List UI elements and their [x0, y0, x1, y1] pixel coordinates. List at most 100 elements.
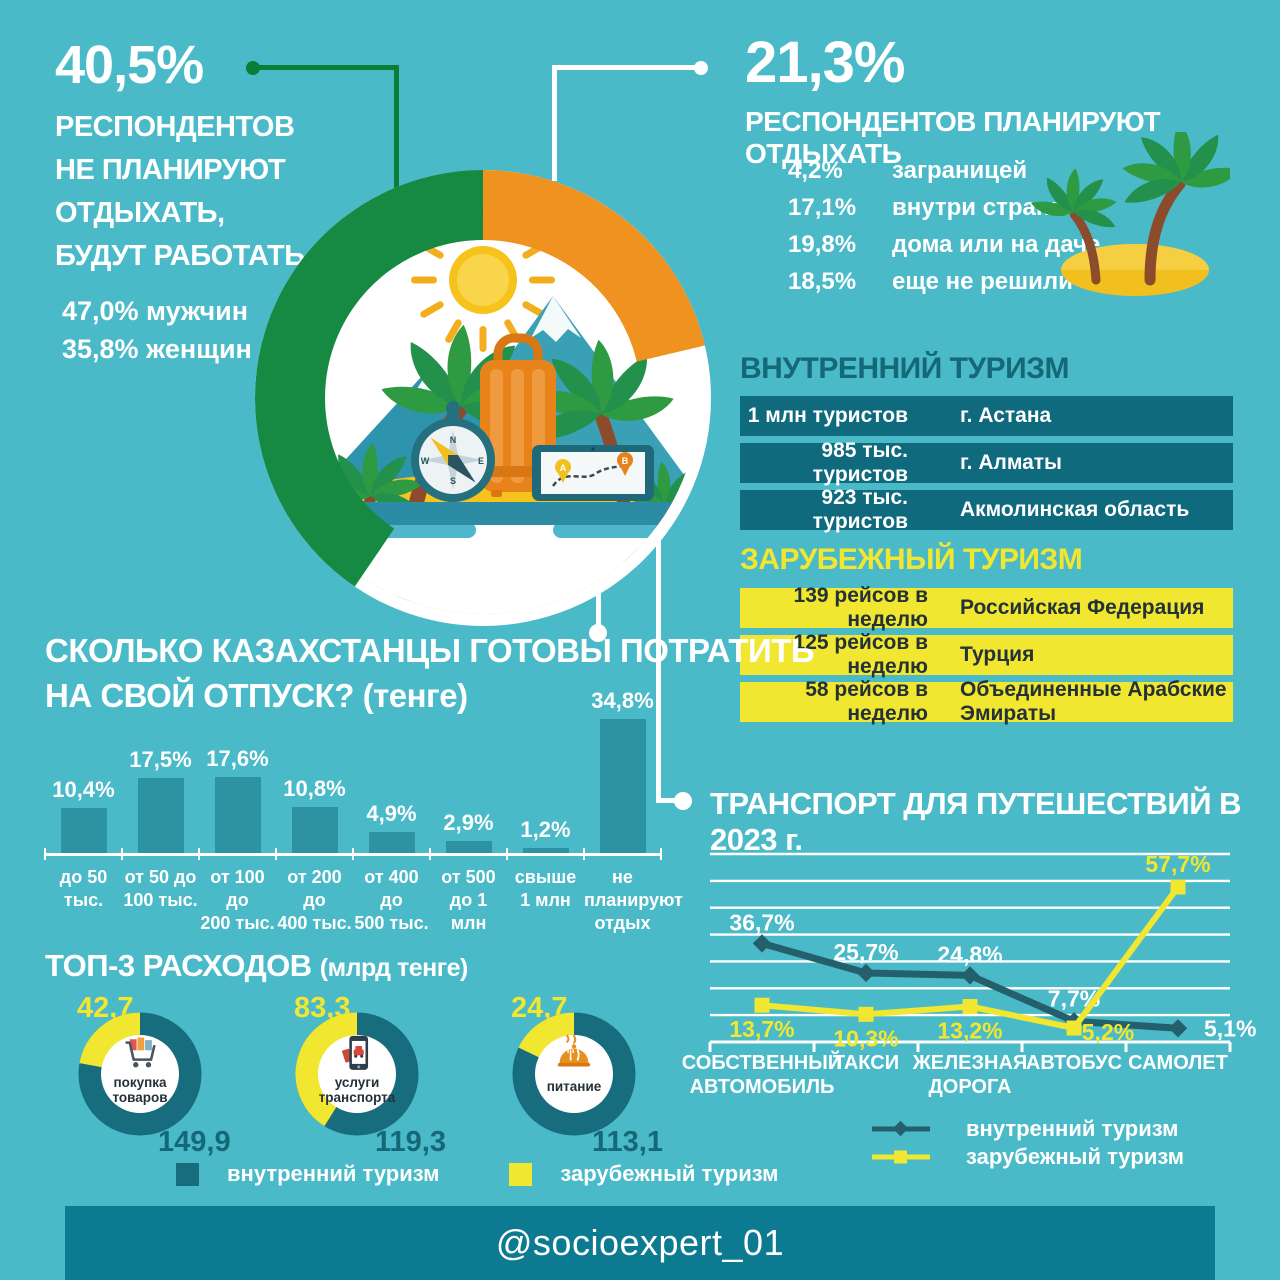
connector-dot: [694, 61, 708, 75]
footer-bar: @socioexpert_01: [65, 1206, 1215, 1280]
bar-category-label: от 500до 1 млн: [430, 866, 507, 935]
table-row: 985 тыс. туристовг. Алматы: [740, 443, 1233, 483]
table-value: 923 тыс. туристов: [740, 486, 908, 534]
table-value: 1 млн туристов: [740, 404, 908, 428]
donut-figure: 83,3услугитранспорта119,3: [252, 992, 462, 1177]
connector-line: [552, 65, 698, 70]
svg-text:A: A: [560, 463, 567, 473]
bar-category-label: свыше1 млн: [507, 866, 584, 935]
donut-domestic-value: 119,3: [375, 1126, 446, 1159]
table-label: г. Алматы: [908, 451, 1062, 475]
donut-label: товаров: [112, 1090, 167, 1105]
table-row: 923 тыс. туристовАкмолинская область: [740, 490, 1233, 530]
bar-slot: 2,9%: [430, 688, 507, 853]
donut-label: питание: [547, 1079, 602, 1094]
table-label: г. Астана: [908, 404, 1051, 428]
donut-chart: услугитранспорта: [292, 1009, 422, 1139]
bar-chart-categories: до 50 тыс.от 50 до100 тыс.от 100 до200 т…: [45, 866, 661, 935]
bar-category-label: до 50 тыс.: [45, 866, 122, 935]
top3-title-suffix: (млрд тенге): [320, 954, 468, 982]
bar-slot: 10,8%: [276, 688, 353, 853]
point-value-label: 24,8%: [937, 941, 1002, 967]
table-label: Российская Федерация: [928, 596, 1204, 620]
spending-chart-title-line1: СКОЛЬКО КАЗАХСТАНЦЫ ГОТОВЫ ПОТРАТИТЬ: [45, 628, 814, 673]
category-label: ЖЕЛЕЗНАЯ: [912, 1052, 1028, 1074]
domestic-tourism-title: ВНУТРЕННИЙ ТУРИЗМ: [740, 352, 1069, 386]
bar-value-label: 1,2%: [520, 817, 570, 843]
diamond-legend-marker: [872, 1121, 930, 1137]
legend-item: зарубежный туризм: [872, 1144, 1184, 1170]
donut-chart: покупкатоваров: [75, 1009, 205, 1139]
bar-value-label: 34,8%: [591, 688, 653, 714]
donut-label: покупка: [113, 1075, 167, 1090]
legend-label: внутренний туризм: [966, 1116, 1178, 1142]
bar-value-label: 10,8%: [283, 776, 345, 802]
transport-legend: внутренний туризмзарубежный туризм: [872, 1116, 1184, 1172]
bar-slot: 1,2%: [507, 688, 584, 853]
sun-ray: [411, 277, 437, 284]
table-value: 139 рейсов в неделю: [740, 584, 928, 632]
category-label: АВТОБУС: [1026, 1052, 1122, 1074]
diamond-marker: [753, 934, 771, 952]
table-row: 139 рейсов в неделюРоссийская Федерация: [740, 588, 1233, 628]
palm-crown: [1121, 132, 1230, 213]
diamond-marker: [1169, 1019, 1187, 1037]
point-value-label: 25,7%: [833, 939, 898, 965]
bar: [138, 778, 184, 853]
stat-vacation: 21,3%: [745, 34, 904, 92]
connector-line: [252, 65, 398, 70]
svg-text:E: E: [478, 456, 484, 466]
bar-slot: 34,8%: [584, 688, 661, 853]
category-label: СОБСТВЕННЫЙ: [682, 1050, 842, 1074]
bar-value-label: 4,9%: [366, 801, 416, 827]
legend-item: зарубежный туризм: [509, 1161, 778, 1187]
bar-slot: 17,5%: [122, 688, 199, 853]
svg-text:B: B: [622, 456, 629, 466]
bar: [292, 807, 338, 853]
bar-slot: 4,9%: [353, 688, 430, 853]
vacation-plan-pct: 19,8%: [788, 226, 892, 263]
square-marker: [755, 998, 770, 1013]
table-label: Турция: [928, 643, 1034, 667]
stat-women: 35,8% женщин: [62, 330, 252, 368]
legend-item: внутренний туризм: [176, 1161, 439, 1187]
bar-slot: 10,4%: [45, 688, 122, 853]
point-value-label: 5,1%: [1204, 1015, 1256, 1041]
axis-tick: [506, 848, 508, 860]
bar-slot: 17,6%: [199, 688, 276, 853]
point-value-label: 57,7%: [1145, 851, 1210, 877]
map-tablet-icon: A B: [532, 445, 654, 501]
category-label: ДОРОГА: [929, 1076, 1012, 1098]
vacation-illustration: N S W E A B: [253, 168, 713, 628]
point-value-label: 36,7%: [729, 909, 794, 935]
footer-handle: @socioexpert_01: [496, 1222, 784, 1264]
bar-category-label: от 50 до100 тыс.: [122, 866, 199, 935]
transport-chart: СОБСТВЕННЫЙАВТОМОБИЛЬТАКСИЖЕЛЕЗНАЯДОРОГА…: [710, 840, 1270, 1130]
top3-title: ТОП-3 РАСХОДОВ (млрд тенге): [45, 948, 468, 984]
axis-tick: [44, 848, 46, 860]
axis-tick: [198, 848, 200, 860]
square-marker: [1171, 880, 1186, 895]
bar-category-label: от 100 до200 тыс.: [199, 866, 276, 935]
axis-tick: [429, 848, 431, 860]
bar-value-label: 10,4%: [52, 777, 114, 803]
bar: [369, 832, 415, 853]
donut-figure: 24,7питание113,1: [469, 992, 679, 1177]
diamond-marker: [857, 964, 875, 982]
connector-line: [552, 65, 557, 181]
palm-island-icon: [1030, 132, 1230, 297]
vacation-plan-pct: 17,1%: [788, 189, 892, 226]
category-label: АВТОМОБИЛЬ: [690, 1076, 835, 1098]
bar-chart-axis: [45, 853, 661, 856]
bar-category-label: не планируютотдых: [584, 866, 661, 935]
legend-item: внутренний туризм: [872, 1116, 1184, 1142]
infographic-canvas: 40,5% РЕСПОНДЕНТОВ НЕ ПЛАНИРУЮТ ОТДЫХАТЬ…: [0, 0, 1280, 1280]
bar-value-label: 17,5%: [129, 747, 191, 773]
axis-tick: [583, 848, 585, 860]
point-value-label: 5,2%: [1082, 1019, 1134, 1045]
bar: [600, 719, 646, 853]
domestic-tourism-table: 1 млн туристовг. Астана 985 тыс. туристов…: [740, 396, 1233, 537]
svg-text:W: W: [421, 456, 430, 466]
svg-text:N: N: [450, 435, 457, 445]
legend-swatch: [176, 1163, 199, 1186]
